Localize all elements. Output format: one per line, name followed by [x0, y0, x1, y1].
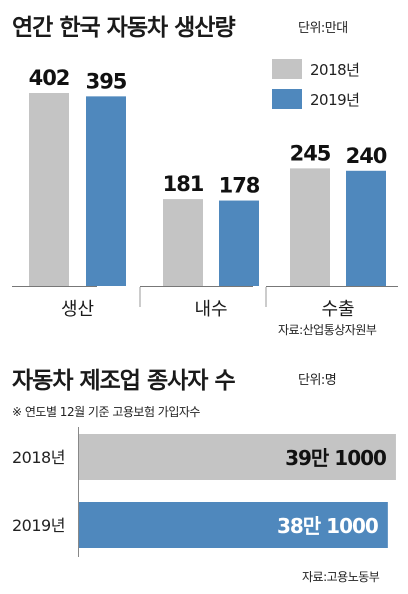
- bar-수출-2018년: [290, 168, 330, 286]
- category-label: 수출: [321, 299, 354, 320]
- bar-value-label: 240: [346, 144, 387, 168]
- chart2-title: 자동차 제조업 종사자 수: [12, 368, 236, 394]
- category-label: 2019년: [12, 516, 65, 535]
- legend-swatch-2018년: [272, 59, 302, 79]
- legend-label: 2019년: [310, 91, 359, 109]
- hbar-2018년: [79, 434, 396, 480]
- chart1-unit: 단위:만대: [298, 21, 348, 36]
- bar-수출-2019년: [346, 170, 386, 286]
- chart2-note: ※ 연도별 12월 기준 고용보험 가입자수: [12, 405, 200, 419]
- category-label: 내수: [194, 299, 227, 320]
- bar-value-label: 395: [86, 69, 127, 93]
- chart1-title: 연간 한국 자동차 생산량: [12, 15, 236, 41]
- chart2-source: 자료:고용노동부: [302, 570, 380, 584]
- bar-value-label: 178: [219, 174, 260, 198]
- bar-내수-2019년: [219, 200, 259, 286]
- bar-생산-2018년: [29, 93, 69, 286]
- bar-내수-2018년: [163, 199, 203, 286]
- bar-value-label: 402: [29, 66, 70, 90]
- category-label: 생산: [61, 299, 94, 320]
- bar-value-label: 181: [163, 172, 204, 196]
- legend-swatch-2019년: [272, 89, 302, 109]
- bar-value-label: 245: [290, 141, 331, 165]
- bar-생산-2019년: [86, 96, 126, 287]
- chart2-unit: 단위:명: [298, 373, 337, 388]
- category-label: 2018년: [12, 448, 65, 467]
- legend-label: 2018년: [310, 61, 359, 79]
- bar-value-label: 38만 1000: [277, 514, 378, 538]
- chart1-source: 자료:산업통상자원부: [278, 323, 377, 337]
- production-bar-chart: 402 395 생산 181 178 내수 245 240 수출 2018년 2019년: [12, 59, 398, 320]
- hbar-2019년: [79, 502, 388, 548]
- bar-value-label: 39만 1000: [285, 446, 386, 470]
